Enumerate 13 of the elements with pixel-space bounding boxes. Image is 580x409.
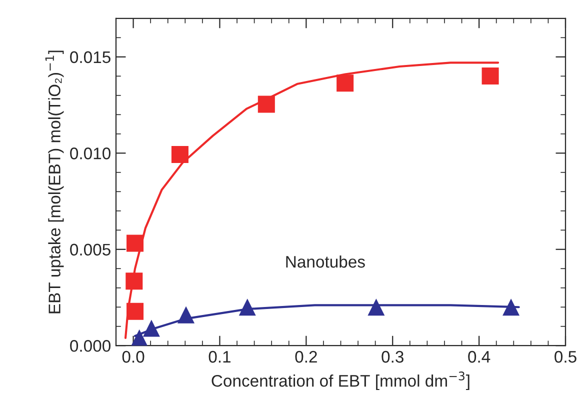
x-tick-label: 0.3 — [382, 350, 404, 363]
x-tick-label: 0.5 — [554, 350, 576, 363]
y-tick-label: 0.000 — [70, 340, 110, 352]
y-axis-title: EBT uptake [mol(EBT) mol(TiO₂)$^{−1}$] — [45, 50, 64, 314]
y-tick-label: 0.010 — [70, 148, 110, 160]
x-tick-label: 0.2 — [295, 350, 317, 363]
series-label: Nanotubes — [286, 255, 365, 268]
y-tick-label: 0.015 — [70, 51, 110, 64]
x-tick-label: 0.1 — [208, 350, 231, 363]
x-axis-title: Concentration of EBT [mmol dm$^{−3}$] — [212, 372, 470, 390]
y-tick-label: 0.005 — [70, 244, 110, 256]
x-tick-label: 0.0 — [122, 350, 144, 363]
x-tick-label: 0.4 — [468, 350, 490, 363]
